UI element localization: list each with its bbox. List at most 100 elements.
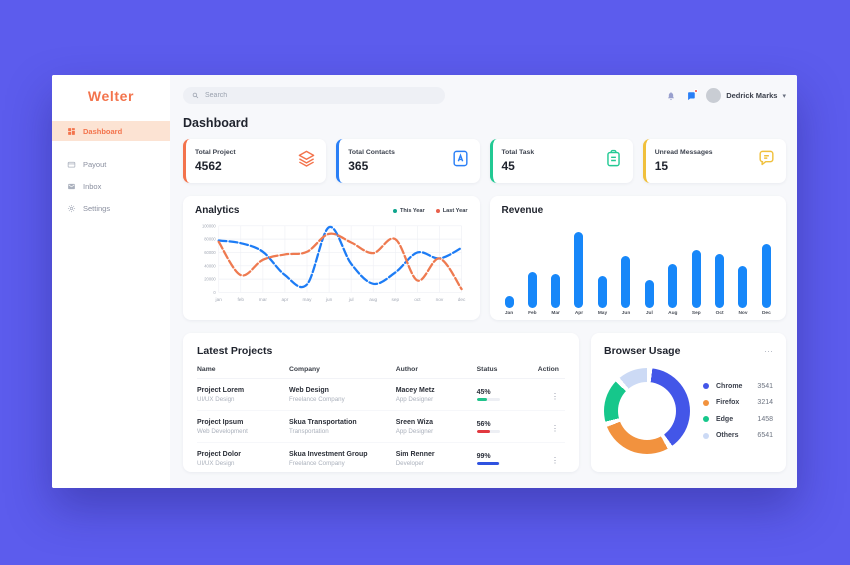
project-category: Web Development: [197, 428, 248, 435]
browser-donut-chart: [603, 368, 690, 454]
analytics-title: Analytics: [195, 205, 240, 216]
contacts-book-icon: [451, 149, 470, 173]
gear-icon: [67, 204, 76, 212]
svg-text:jul: jul: [348, 297, 354, 302]
sidebar-item-payout[interactable]: Payout: [52, 154, 170, 174]
svg-text:dec: dec: [458, 297, 466, 302]
progress-bar: [476, 398, 500, 401]
bar-label: May: [597, 311, 608, 316]
stat-value: 365: [348, 159, 369, 173]
progress-bar: [476, 462, 500, 465]
notification-badge: [694, 88, 699, 93]
bar-label: Jul: [645, 311, 653, 316]
project-name: Project Ipsum: [197, 419, 244, 426]
sidebar-item-inbox[interactable]: Inbox: [52, 176, 170, 196]
stat-card-total-project: Total Project 4562: [183, 139, 327, 183]
column-header: Status: [476, 366, 498, 373]
bar-label: Sep: [691, 311, 701, 316]
legend-dot: [702, 383, 709, 390]
svg-text:mar: mar: [259, 297, 268, 302]
author-name: Macey Metz: [395, 387, 435, 394]
browser-value: 6541: [757, 432, 773, 440]
bar-label: Jan: [504, 311, 514, 316]
kebab-menu-icon[interactable]: ⋮: [550, 392, 559, 401]
svg-text:60000: 60000: [204, 250, 216, 255]
bar-label: Feb: [528, 311, 537, 316]
revenue-bar: Aug: [668, 264, 677, 316]
browser-label: Others: [715, 432, 739, 440]
bar-label: Nov: [738, 311, 748, 316]
legend-dot: [702, 416, 709, 423]
user-menu[interactable]: Dedrick Marks ▾: [706, 88, 786, 103]
table-row: Project Ipsum Web Development Skua Transp…: [197, 411, 565, 443]
topbar-actions: Dedrick Marks ▾: [666, 88, 786, 103]
legend-row-edge: Edge 1458: [702, 415, 773, 423]
dashboard-grid-icon: [68, 127, 75, 135]
svg-text:apr: apr: [282, 297, 289, 302]
author-role: Developer: [395, 460, 424, 467]
legend-row-others: Others 6541: [702, 432, 773, 440]
search-box[interactable]: [183, 87, 445, 104]
legend-label: Last Year: [442, 207, 468, 214]
svg-text:100000: 100000: [202, 223, 216, 228]
svg-text:0: 0: [213, 290, 216, 295]
search-input[interactable]: [205, 92, 436, 99]
kebab-menu-icon[interactable]: ⋮: [550, 424, 559, 433]
svg-text:jun: jun: [325, 297, 333, 302]
legend-last-year: Last Year: [435, 207, 468, 214]
project-name: Project Dolor: [197, 451, 241, 458]
legend-dot: [702, 399, 709, 406]
analytics-legend: This Year Last Year: [392, 207, 468, 214]
legend-dot: [702, 432, 709, 439]
sidebar-item-settings[interactable]: Settings: [52, 198, 170, 218]
sidebar-item-label: Payout: [83, 159, 107, 169]
bar-label: Jun: [621, 311, 631, 316]
stat-card-total-contacts: Total Contacts 365: [336, 139, 480, 183]
wallet-icon: [67, 161, 76, 167]
messages-button[interactable]: [686, 88, 699, 101]
status-percent: 56%: [476, 421, 491, 428]
browser-label: Firefox: [715, 399, 740, 407]
stat-card-unread-messages: Unread Messages 15: [642, 139, 786, 183]
project-category: UI/UX Design: [197, 396, 235, 403]
company-name: Skua Transportation: [288, 419, 357, 426]
messages-icon: [688, 91, 695, 100]
sidebar-item-label: Settings: [83, 203, 111, 213]
sidebar-item-label: Inbox: [83, 181, 102, 191]
revenue-bar: Jul: [644, 280, 654, 316]
bar-label: Aug: [668, 311, 678, 316]
avatar: [706, 88, 722, 103]
table-row: Project Dolor UI/UX Design Skua Investmen…: [197, 443, 565, 474]
svg-text:40000: 40000: [204, 263, 216, 268]
revenue-bar: Nov: [738, 266, 748, 316]
status-percent: 45%: [476, 389, 491, 396]
browser-label: Edge: [715, 415, 734, 423]
revenue-bar: Jun: [621, 256, 631, 316]
stat-label: Total Project: [195, 149, 236, 156]
legend-row-firefox: Firefox 3214: [702, 399, 773, 407]
page-title: Dashboard: [183, 116, 249, 130]
topbar: Dedrick Marks ▾: [183, 86, 786, 105]
bar-label: Apr: [574, 311, 584, 316]
analytics-line-chart: jan feb mar apr may jun jul aug sep oct nov dec 0 200…: [202, 223, 466, 302]
chevron-down-icon: ▾: [782, 92, 786, 100]
column-header: Name: [197, 366, 216, 373]
sidebar-item-dashboard[interactable]: Dashboard: [52, 121, 170, 141]
sidebar-item-label: Dashboard: [83, 126, 123, 136]
author-role: App Designer: [395, 396, 434, 403]
stat-value: 4562: [195, 159, 222, 173]
author-name: Sreen Wiza: [395, 419, 433, 426]
notifications-button[interactable]: [666, 91, 676, 101]
stat-label: Total Task: [501, 149, 535, 156]
status-percent: 99%: [476, 453, 491, 460]
browser-label: Chrome: [715, 382, 743, 390]
legend-label: This Year: [399, 207, 425, 214]
revenue-bar: Jan: [504, 296, 514, 316]
revenue-bar: Dec: [761, 244, 771, 316]
bell-icon: [668, 91, 675, 100]
card-menu-icon[interactable]: ⋯: [764, 346, 773, 356]
kebab-menu-icon[interactable]: ⋮: [550, 456, 559, 465]
layers-icon: [297, 149, 316, 173]
bottom-row: Latest Projects Name Company Author Stat…: [183, 333, 786, 472]
project-category: UI/UX Design: [197, 460, 235, 467]
